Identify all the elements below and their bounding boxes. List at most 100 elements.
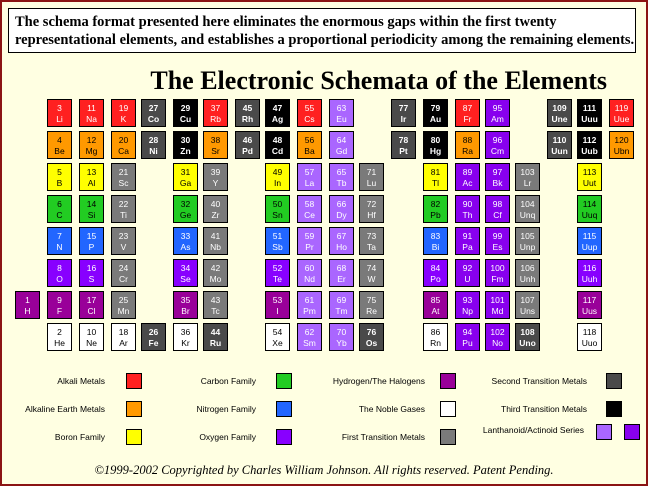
element-symbol: He (54, 338, 65, 348)
element-symbol: Ne (86, 338, 97, 348)
atomic-number: 75 (366, 295, 377, 305)
element-cell-kr: 36 Kr (173, 323, 198, 351)
element-cell-sc: 21 Sc (111, 163, 136, 191)
element-cell-pr: 59 Pr (297, 227, 322, 255)
element-symbol: Hg (429, 146, 442, 156)
atomic-number: 29 (180, 103, 191, 113)
atomic-number: 56 (304, 135, 315, 145)
atomic-number: 114 (582, 199, 597, 209)
element-symbol: Rh (241, 114, 254, 124)
atomic-number: 10 (86, 327, 97, 337)
atomic-number: 11 (87, 103, 96, 113)
element-symbol: Rn (430, 338, 441, 348)
element-symbol: Gd (335, 146, 348, 156)
element-cell-os: 76 Os (359, 323, 384, 351)
atomic-number: 59 (304, 231, 315, 241)
element-symbol: Cf (493, 210, 502, 220)
element-symbol: Te (273, 274, 282, 284)
atomic-number: 52 (272, 263, 283, 273)
legend-swatch (126, 429, 142, 445)
element-symbol: Cs (304, 114, 315, 124)
element-cell-es: 99 Es (485, 227, 510, 255)
element-cell-lr: 103 Lr (515, 163, 540, 191)
element-cell-hg: 80 Hg (423, 131, 448, 159)
element-symbol: Ni (149, 146, 158, 156)
element-cell-hf: 72 Hf (359, 195, 384, 223)
element-symbol: Uus (581, 306, 598, 316)
legend-label: Third Transition Metals (501, 404, 587, 414)
element-symbol: Bi (431, 242, 440, 252)
atomic-number: 97 (492, 167, 503, 177)
element-cell-zn: 30 Zn (173, 131, 198, 159)
element-symbol: Ba (304, 146, 315, 156)
atomic-number: 73 (366, 231, 377, 241)
legend-label: The Noble Gases (358, 404, 425, 414)
element-symbol: Pt (399, 146, 408, 156)
atomic-number: 63 (336, 103, 347, 113)
element-cell-la: 57 La (297, 163, 322, 191)
element-cell-fr: 87 Fr (455, 99, 480, 127)
element-cell-co: 27 Co (141, 99, 166, 127)
atomic-number: 44 (210, 327, 221, 337)
element-cell-uub: 112 Uub (577, 131, 602, 159)
atomic-number: 25 (118, 295, 129, 305)
element-cell-lu: 71 Lu (359, 163, 384, 191)
atomic-number: 41 (210, 231, 221, 241)
atomic-number: 8 (57, 263, 62, 273)
element-cell-po: 84 Po (423, 259, 448, 287)
legend-swatch (276, 401, 292, 417)
atomic-number: 53 (272, 295, 283, 305)
atomic-number: 62 (304, 327, 315, 337)
atomic-number: 28 (148, 135, 159, 145)
element-cell-uut: 113 Uut (577, 163, 602, 191)
atomic-number: 81 (430, 167, 441, 177)
element-symbol: Uuo (581, 338, 598, 348)
element-symbol: Nd (304, 274, 315, 284)
atomic-number: 116 (582, 263, 597, 273)
element-cell-no: 102 No (485, 323, 510, 351)
element-cell-sr: 38 Sr (203, 131, 228, 159)
element-cell-ga: 31 Ga (173, 163, 198, 191)
element-symbol: O (56, 274, 63, 284)
element-cell-ce: 58 Ce (297, 195, 322, 223)
element-symbol: Uuu (581, 114, 598, 124)
element-symbol: No (492, 338, 503, 348)
element-cell-mn: 25 Mn (111, 291, 136, 319)
element-cell-tl: 81 Tl (423, 163, 448, 191)
element-cell-uuu: 111 Uuu (577, 99, 602, 127)
element-cell-nb: 41 Nb (203, 227, 228, 255)
element-cell-au: 79 Au (423, 99, 448, 127)
element-symbol: Ar (119, 338, 128, 348)
element-symbol: Es (492, 242, 503, 252)
element-cell-fm: 100 Fm (485, 259, 510, 287)
atomic-number: 74 (366, 263, 377, 273)
atomic-number: 83 (430, 231, 441, 241)
element-symbol: C (56, 210, 63, 220)
element-symbol: Mo (209, 274, 222, 284)
atomic-number: 99 (492, 231, 503, 241)
atomic-number: 88 (462, 135, 473, 145)
element-cell-unh: 106 Unh (515, 259, 540, 287)
legend-swatch (596, 424, 612, 440)
legend-swatch (126, 373, 142, 389)
atomic-number: 80 (430, 135, 441, 145)
element-cell-am: 95 Am (485, 99, 510, 127)
page-title: The Electronic Schemata of the Elements (150, 66, 607, 95)
element-symbol: Dy (336, 210, 347, 220)
element-cell-p: 15 P (79, 227, 104, 255)
element-cell-xe: 54 Xe (265, 323, 290, 351)
atomic-number: 91 (462, 231, 473, 241)
element-symbol: Mg (85, 146, 98, 156)
atomic-number: 17 (86, 295, 97, 305)
element-symbol: Ubn (613, 146, 630, 156)
element-symbol: Kr (181, 338, 190, 348)
element-cell-pt: 78 Pt (391, 131, 416, 159)
element-cell-uup: 115 Uup (577, 227, 602, 255)
element-symbol: Nb (210, 242, 221, 252)
atomic-number: 39 (210, 167, 221, 177)
atomic-number: 66 (336, 199, 347, 209)
element-cell-s: 16 S (79, 259, 104, 287)
element-cell-ag: 47 Ag (265, 99, 290, 127)
atomic-number: 37 (210, 103, 221, 113)
